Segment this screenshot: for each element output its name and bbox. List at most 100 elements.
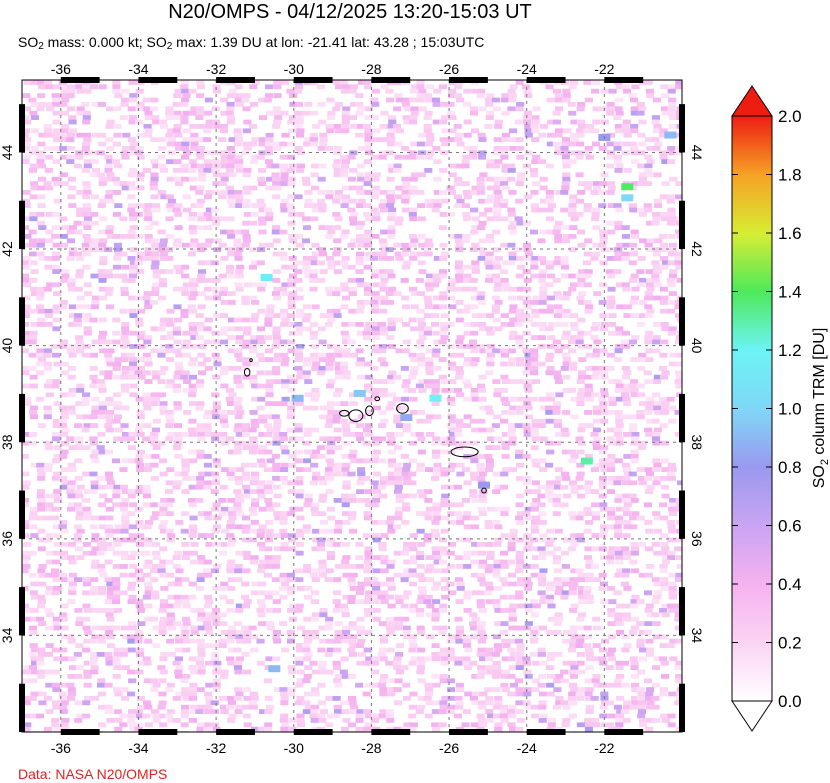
so2-pixel: [630, 616, 640, 622]
so2-pixel: [226, 216, 235, 222]
so2-pixel: [241, 432, 251, 437]
so2-pixel: [37, 471, 46, 477]
so2-pixel: [492, 520, 501, 525]
so2-pixel: [653, 581, 662, 587]
so2-pixel: [477, 313, 486, 318]
so2-pixel: [150, 440, 159, 446]
so2-pixel: [210, 489, 219, 494]
so2-pixel: [122, 432, 131, 437]
so2-pixel: [455, 317, 464, 323]
so2-pixel: [501, 445, 510, 450]
so2-pixel: [90, 212, 99, 217]
so2-pixel: [104, 542, 113, 547]
so2-pixel: [142, 594, 151, 600]
so2-pixel: [265, 379, 275, 384]
so2-pixel: [226, 198, 235, 204]
so2-pixel: [127, 150, 136, 156]
so2-pixel: [585, 304, 594, 310]
so2-pixel: [233, 506, 242, 512]
so2-pixel: [52, 128, 61, 134]
so2-pixel: [256, 480, 265, 486]
so2-pixel: [197, 304, 206, 310]
so2-pixel: [274, 115, 283, 120]
so2-pixel: [234, 84, 243, 90]
so2-pixel: [487, 344, 496, 349]
so2-pixel: [332, 291, 341, 296]
so2-pixel: [236, 511, 245, 516]
so2-pixel: [279, 154, 288, 160]
so2-pixel: [272, 238, 281, 244]
so2-pixel: [295, 577, 304, 582]
so2-pixel: [622, 493, 631, 499]
so2-pixel: [182, 282, 191, 288]
so2-pixel: [280, 168, 289, 173]
so2-pixel: [355, 308, 364, 314]
so2-pixel: [309, 335, 318, 340]
so2-pixel: [204, 432, 213, 437]
so2-pixel: [152, 418, 161, 424]
so2-pixel: [234, 366, 243, 371]
so2-pixel: [182, 352, 191, 358]
so2-pixel: [121, 185, 130, 191]
so2-pixel: [181, 599, 190, 604]
so2-pixel: [144, 251, 154, 257]
so2-pixel: [478, 493, 487, 499]
so2-pixel: [327, 344, 336, 349]
so2-pixel: [578, 594, 587, 600]
so2-pixel: [264, 590, 273, 596]
so2-pixel: [584, 146, 593, 151]
so2-pixel: [175, 352, 184, 358]
so2-pixel: [157, 352, 166, 358]
so2-pixel: [82, 141, 91, 147]
so2-pixel: [493, 207, 502, 213]
so2-pixel: [385, 88, 394, 94]
so2-pixel: [319, 436, 328, 442]
so2-pixel: [296, 344, 305, 349]
so2-pixel: [424, 93, 433, 98]
so2-pixel: [340, 163, 350, 169]
so2-pixel: [30, 115, 40, 120]
so2-pixel: [501, 379, 511, 384]
so2-pixel: [236, 357, 245, 362]
so2-pixel: [105, 229, 114, 235]
so2-pixel: [340, 172, 349, 178]
so2-pixel: [531, 418, 540, 424]
so2-pixel: [89, 352, 98, 358]
so2-pixel: [37, 308, 46, 314]
so2-pixel: [577, 150, 586, 156]
so2-pixel: [226, 564, 235, 569]
so2-pixel: [471, 427, 480, 433]
so2-pixel: [218, 498, 227, 503]
so2-pixel: [158, 524, 167, 530]
so2-pixel: [613, 154, 622, 160]
so2-pixel: [195, 313, 204, 318]
so2-pixel: [332, 471, 342, 477]
so2-pixel: [166, 612, 175, 618]
so2-pixel: [532, 515, 541, 521]
so2-pixel: [660, 634, 669, 640]
so2-pixel: [172, 388, 181, 393]
so2-pixel: [416, 555, 425, 560]
so2-pixel: [447, 634, 456, 640]
so2-pixel: [364, 423, 373, 428]
so2-pixel: [309, 286, 318, 292]
so2-pixel: [364, 594, 373, 600]
so2-pixel: [272, 467, 281, 472]
so2-pixel: [166, 537, 175, 543]
so2-pixel: [111, 159, 120, 164]
so2-pixel: [677, 480, 682, 486]
so2-pixel: [539, 176, 548, 182]
so2-pixel: [417, 436, 426, 442]
so2-pixel: [507, 361, 516, 367]
so2-pixel: [439, 119, 448, 125]
so2-pixel: [180, 471, 189, 477]
so2-pixel: [644, 379, 653, 384]
so2-pixel: [332, 163, 341, 169]
so2-pixel: [30, 286, 39, 292]
so2-pixel: [637, 366, 646, 371]
so2-pixel: [356, 374, 366, 380]
so2-pixel: [189, 550, 199, 556]
so2-pixel: [539, 198, 549, 204]
so2-pixel: [91, 300, 100, 305]
so2-pixel: [152, 203, 161, 208]
